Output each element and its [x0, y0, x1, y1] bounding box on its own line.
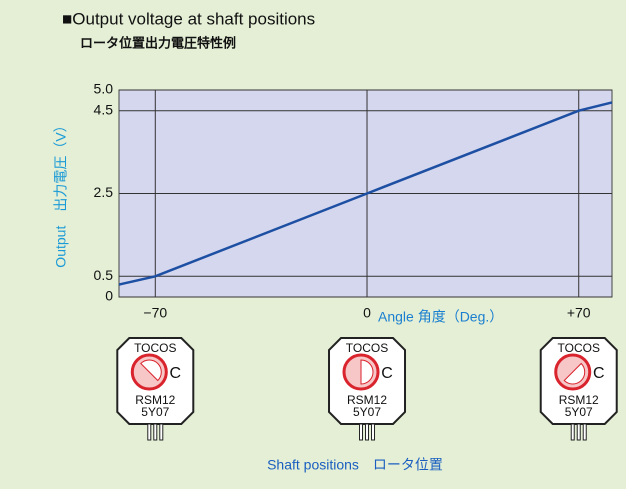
sensor-code: 5Y07 — [353, 405, 381, 419]
y-tick-label: 5.0 — [94, 81, 114, 97]
sensor-pin — [583, 424, 586, 440]
sensor-pin — [148, 424, 151, 440]
sensor-pin — [154, 424, 157, 440]
sensor-code: 5Y07 — [565, 405, 593, 419]
y-tick-label: 2.5 — [94, 184, 114, 200]
sensor-pin — [372, 424, 375, 440]
chart: ■Output voltage at shaft positions ロータ位置… — [0, 0, 626, 489]
y-tick-label: 0.5 — [94, 267, 114, 283]
x-tick-label: +70 — [567, 305, 591, 321]
sensor-mark: C — [593, 365, 605, 382]
sensor-pin — [360, 424, 363, 440]
sensor-pin — [571, 424, 574, 440]
chart-title: ■Output voltage at shaft positions — [62, 9, 315, 28]
sensor-code: 5Y07 — [141, 405, 169, 419]
sensor-pin — [577, 424, 580, 440]
caption: Shaft positions ロータ位置 — [267, 457, 443, 473]
sensor-pin — [366, 424, 369, 440]
y-axis-label: Output 出力電圧（V） — [53, 118, 69, 267]
sensor-pin — [160, 424, 163, 440]
x-axis-label: Angle 角度（Deg.） — [378, 309, 503, 325]
x-tick-label: 0 — [363, 305, 371, 321]
sensor-brand: TOCOS — [558, 341, 600, 355]
y-tick-label: 4.5 — [94, 101, 114, 117]
sensor-mark: C — [170, 365, 182, 382]
sensor-brand: TOCOS — [134, 341, 176, 355]
y-tick-label: 0 — [105, 288, 113, 304]
sensor-brand: TOCOS — [346, 341, 388, 355]
x-tick-label: −70 — [143, 305, 167, 321]
sensor-mark: C — [381, 365, 393, 382]
chart-subtitle: ロータ位置出力電圧特性例 — [80, 35, 236, 50]
